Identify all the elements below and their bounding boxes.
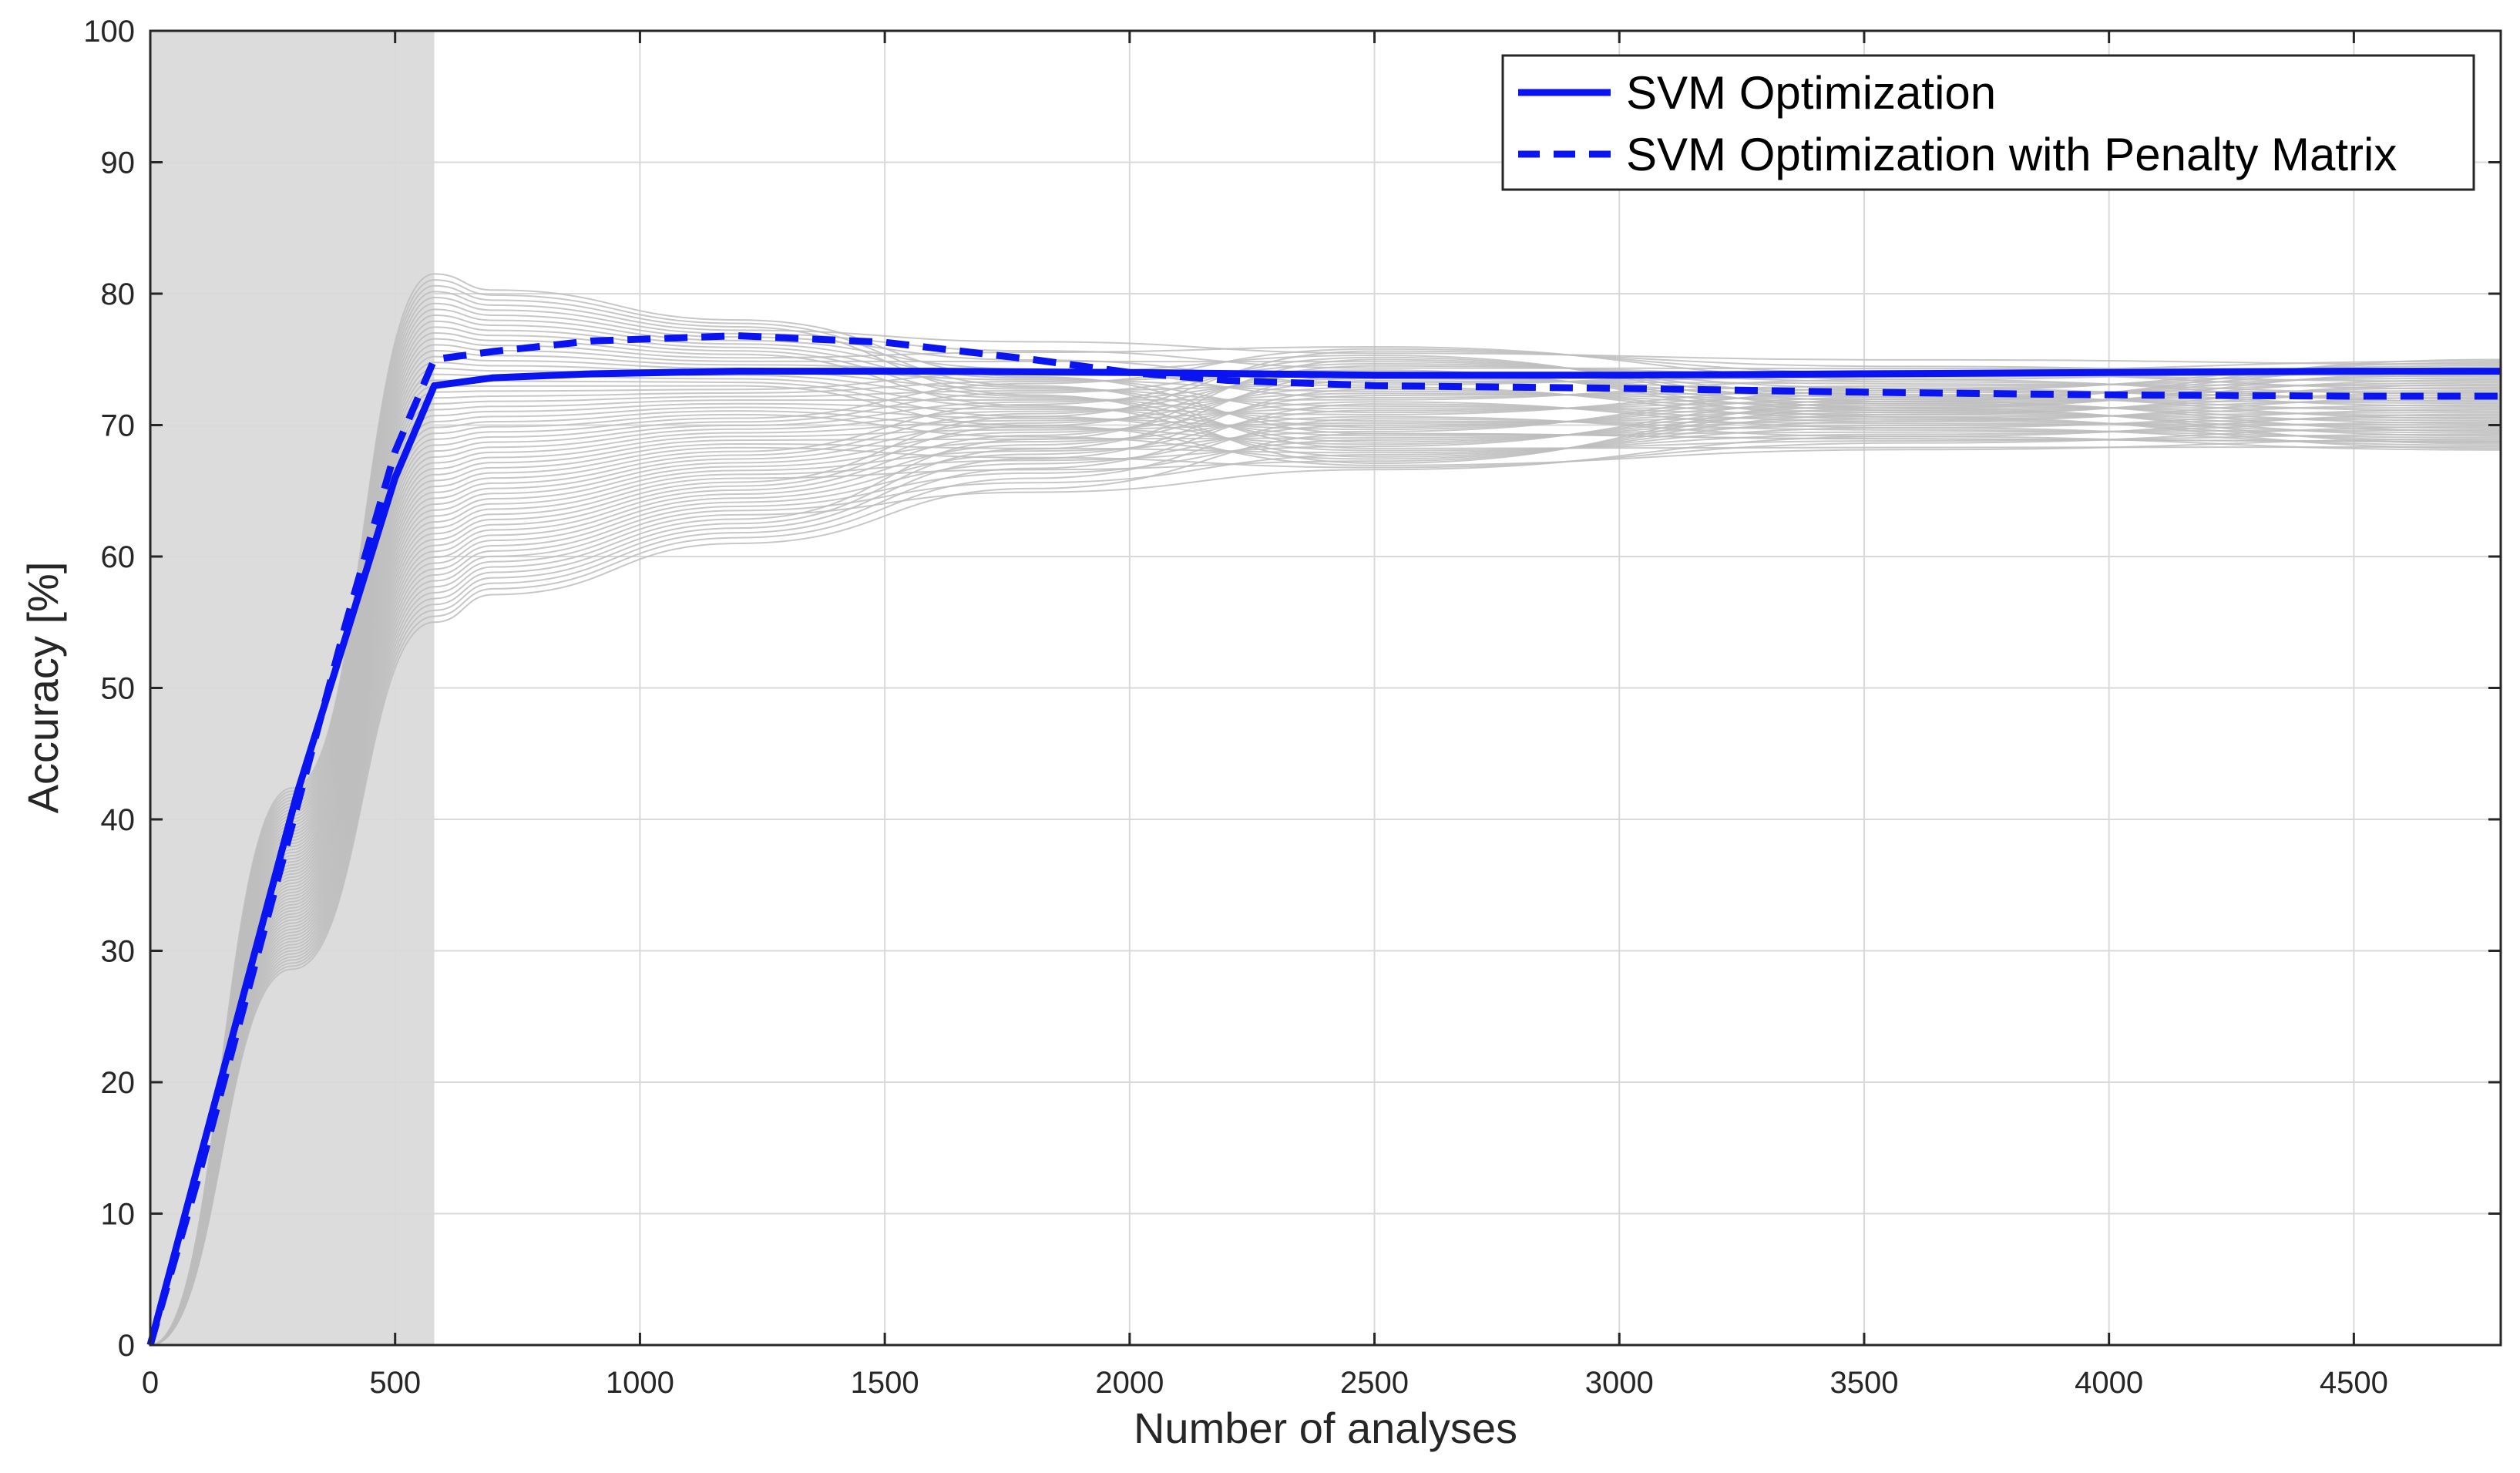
background-run-line: [150, 385, 2502, 1346]
background-run-line: [150, 415, 2502, 1346]
background-run-line: [150, 373, 2502, 1346]
background-run-line: [150, 332, 2502, 1346]
x-tick-label: 500: [369, 1366, 421, 1400]
legend-label-svm-optimization: SVM Optimization: [1626, 67, 1996, 119]
y-tick-label: 10: [101, 1198, 136, 1232]
y-tick-label: 80: [101, 277, 136, 311]
background-run-line: [150, 326, 2502, 1346]
background-run-line: [150, 386, 2502, 1346]
x-tick-label: 4500: [2320, 1366, 2388, 1400]
y-tick-label: 70: [101, 409, 136, 443]
background-run-line: [150, 349, 2502, 1346]
background-run-line: [150, 421, 2502, 1346]
background-run-line: [150, 403, 2502, 1346]
background-run-line: [150, 273, 2502, 1346]
background-run-line: [150, 418, 2502, 1346]
x-axis-label: Number of analyses: [1134, 1404, 1517, 1452]
x-tick-label: 4000: [2075, 1366, 2143, 1400]
background-run-line: [150, 355, 2502, 1346]
series-lines: [146, 332, 2501, 1347]
background-run-line: [150, 367, 2502, 1346]
background-run-line: [150, 320, 2502, 1346]
legend-label-svm-optimization-penalty: SVM Optimization with Penalty Matrix: [1626, 129, 2397, 180]
y-tick-label: 40: [101, 803, 136, 837]
legend-box: [1501, 54, 2475, 191]
y-axis-ticks: 0 10 20 30 40 50 60 70 80 90 100: [83, 15, 2501, 1363]
background-run-line: [150, 379, 2502, 1346]
x-tick-label: 1500: [851, 1366, 919, 1400]
background-run-line: [150, 371, 2502, 1346]
x-tick-label: 0: [142, 1366, 159, 1400]
x-tick-label: 3500: [1830, 1366, 1898, 1400]
background-run-line: [150, 416, 2502, 1346]
background-run-line: [150, 392, 2502, 1346]
y-tick-label: 0: [118, 1329, 135, 1363]
grid: [150, 31, 2501, 1345]
series-line-svm-optimization-penalty: [146, 332, 2501, 1347]
x-tick-label: 2000: [1095, 1366, 1164, 1400]
plot-area: [146, 29, 2502, 1347]
background-run-line: [150, 425, 2502, 1346]
y-tick-label: 20: [101, 1066, 136, 1100]
y-tick-label: 100: [83, 15, 135, 49]
x-tick-label: 1000: [606, 1366, 674, 1400]
y-tick-label: 60: [101, 540, 136, 574]
background-run-line: [150, 401, 2502, 1346]
y-tick-label: 90: [101, 146, 136, 180]
legend: SVM Optimization SVM Optimization with P…: [1501, 54, 2475, 191]
x-tick-label: 2500: [1340, 1366, 1409, 1400]
y-tick-label: 30: [101, 935, 136, 969]
background-run-line: [150, 379, 2502, 1346]
x-tick-label: 3000: [1585, 1366, 1654, 1400]
x-axis-ticks: 0 500 1000 1500 2000 2500 3000 3500 4000 4500: [142, 31, 2388, 1400]
y-axis-label: Accuracy [%]: [18, 562, 67, 814]
y-tick-label: 50: [101, 672, 136, 706]
